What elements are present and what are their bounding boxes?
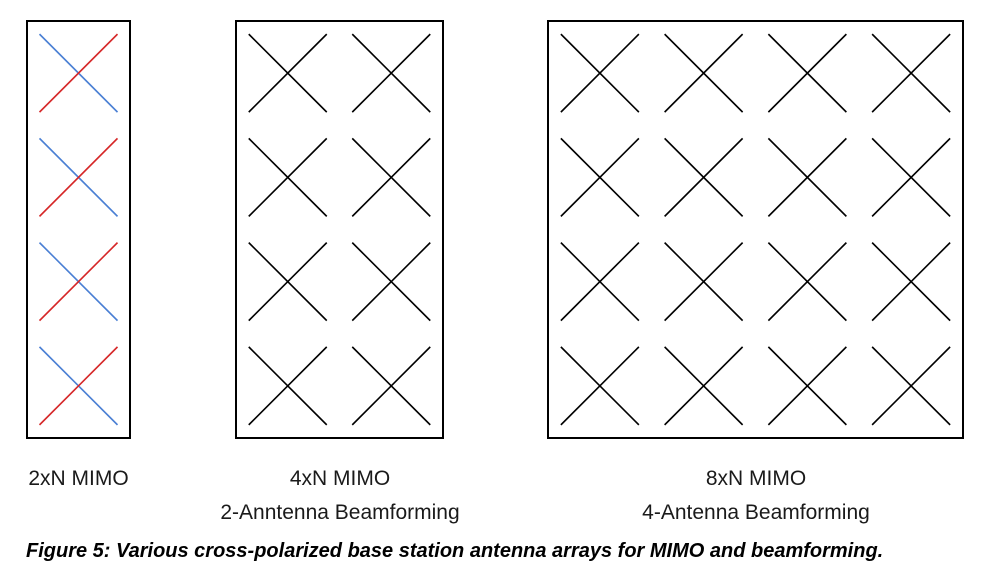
cross-polarized-element bbox=[664, 346, 744, 426]
panel-2xn-mimo-elements bbox=[38, 33, 119, 426]
panel-8xn-mimo-frame bbox=[547, 20, 964, 439]
cross-polarized-element bbox=[664, 242, 744, 322]
polarization-line-plus-45 bbox=[767, 137, 847, 217]
polarization-line-plus-45 bbox=[560, 346, 640, 426]
polarization-line-plus-45 bbox=[351, 242, 431, 322]
panel-8xn-mimo-subtitle: 4-Antenna Beamforming bbox=[642, 501, 870, 524]
polarization-line-plus-45 bbox=[767, 242, 847, 322]
cross-polarized-element bbox=[351, 33, 431, 113]
polarization-line-plus-45 bbox=[871, 33, 951, 113]
polarization-line-plus-45 bbox=[351, 33, 431, 113]
polarization-line-plus-45 bbox=[38, 33, 119, 113]
polarization-line-plus-45 bbox=[560, 137, 640, 217]
cross-polarized-element bbox=[560, 346, 640, 426]
polarization-line-plus-45 bbox=[248, 242, 328, 322]
polarization-line-plus-45 bbox=[664, 137, 744, 217]
polarization-line-plus-45 bbox=[560, 33, 640, 113]
polarization-line-plus-45 bbox=[871, 137, 951, 217]
cross-polarized-element bbox=[38, 242, 119, 322]
figure-caption: Figure 5: Various cross-polarized base s… bbox=[26, 540, 884, 562]
panel-4xn-mimo-elements bbox=[248, 33, 431, 426]
cross-polarized-element bbox=[560, 33, 640, 113]
cross-polarized-element bbox=[560, 137, 640, 217]
cross-polarized-element bbox=[351, 242, 431, 322]
cross-polarized-element bbox=[38, 33, 119, 113]
cross-polarized-element bbox=[248, 346, 328, 426]
cross-polarized-element bbox=[248, 242, 328, 322]
polarization-line-plus-45 bbox=[871, 346, 951, 426]
polarization-line-plus-45 bbox=[351, 137, 431, 217]
cross-polarized-element bbox=[38, 137, 119, 217]
cross-polarized-element bbox=[664, 137, 744, 217]
polarization-line-plus-45 bbox=[871, 242, 951, 322]
panel-2xn-mimo-title: 2xN MIMO bbox=[28, 467, 129, 490]
cross-polarized-element bbox=[38, 346, 119, 426]
cross-polarized-element bbox=[871, 346, 951, 426]
polarization-line-plus-45 bbox=[767, 33, 847, 113]
cross-polarized-element bbox=[351, 137, 431, 217]
polarization-line-plus-45 bbox=[248, 137, 328, 217]
panel-4xn-mimo-subtitle: 2-Anntenna Beamforming bbox=[220, 501, 460, 524]
polarization-line-plus-45 bbox=[664, 242, 744, 322]
polarization-line-plus-45 bbox=[38, 242, 119, 322]
cross-polarized-element bbox=[767, 346, 847, 426]
polarization-line-plus-45 bbox=[351, 346, 431, 426]
polarization-line-plus-45 bbox=[767, 346, 847, 426]
polarization-line-plus-45 bbox=[248, 346, 328, 426]
cross-polarized-element bbox=[664, 33, 744, 113]
polarization-line-plus-45 bbox=[664, 346, 744, 426]
cross-polarized-element bbox=[871, 33, 951, 113]
cross-polarized-element bbox=[767, 137, 847, 217]
cross-polarized-element bbox=[351, 346, 431, 426]
cross-polarized-element bbox=[871, 242, 951, 322]
panel-2xn-mimo-frame bbox=[26, 20, 131, 439]
cross-polarized-element bbox=[767, 33, 847, 113]
cross-polarized-element bbox=[560, 242, 640, 322]
cross-polarized-element bbox=[767, 242, 847, 322]
polarization-line-plus-45 bbox=[248, 33, 328, 113]
cross-polarized-element bbox=[248, 137, 328, 217]
panel-8xn-mimo-title: 8xN MIMO bbox=[705, 467, 807, 490]
cross-polarized-element bbox=[248, 33, 328, 113]
polarization-line-plus-45 bbox=[664, 33, 744, 113]
polarization-line-plus-45 bbox=[38, 346, 119, 426]
panel-4xn-mimo-title: 4xN MIMO bbox=[289, 467, 391, 490]
panel-4xn-mimo-frame bbox=[235, 20, 444, 439]
cross-polarized-element bbox=[871, 137, 951, 217]
polarization-line-plus-45 bbox=[38, 137, 119, 217]
polarization-line-plus-45 bbox=[560, 242, 640, 322]
panel-8xn-mimo-elements bbox=[560, 33, 951, 426]
